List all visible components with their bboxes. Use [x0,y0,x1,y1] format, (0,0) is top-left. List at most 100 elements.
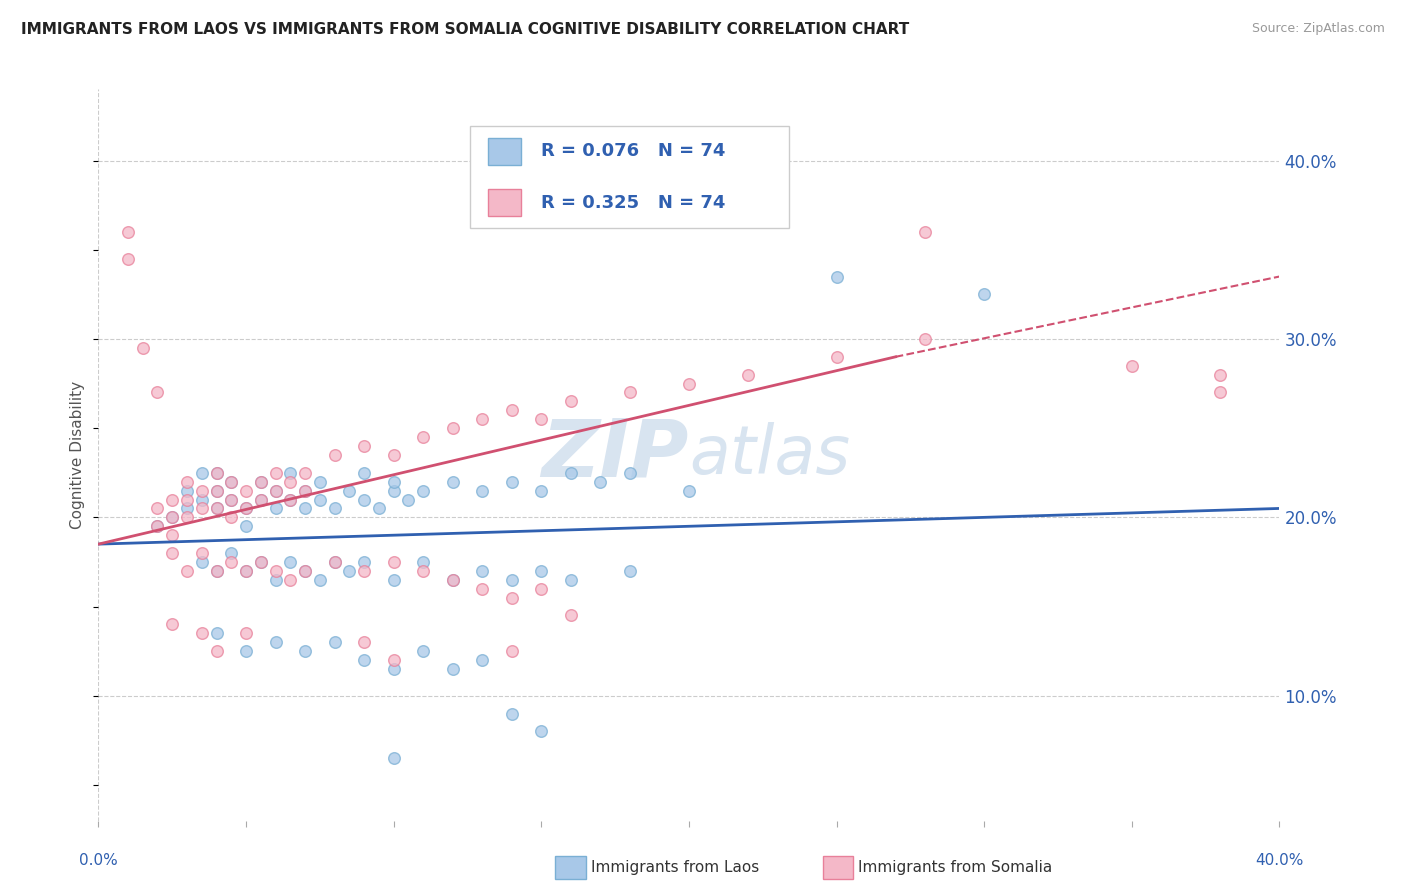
Point [589,475,612,489]
Point [825,269,848,284]
FancyBboxPatch shape [488,138,522,165]
Point [309,475,332,489]
Point [353,564,375,578]
Point [560,394,582,409]
Point [280,573,302,587]
Point [501,573,523,587]
Point [530,724,553,739]
Point [441,475,464,489]
Point [264,466,287,480]
Point [1209,385,1232,400]
Point [205,483,228,498]
Point [353,653,375,667]
Point [441,573,464,587]
Point [441,421,464,435]
FancyBboxPatch shape [471,126,789,228]
Text: Immigrants from Somalia: Immigrants from Somalia [858,860,1052,874]
Point [280,492,302,507]
Point [339,564,361,578]
Point [309,573,332,587]
Point [235,501,257,516]
Point [205,501,228,516]
Point [501,706,523,721]
Point [264,635,287,649]
Point [501,475,523,489]
Point [412,555,434,569]
Point [309,492,332,507]
Point [382,653,405,667]
Point [176,475,198,489]
Point [176,510,198,524]
Point [619,466,641,480]
Point [191,466,214,480]
Point [146,519,169,533]
Point [471,564,494,578]
Point [162,510,183,524]
Text: Source: ZipAtlas.com: Source: ZipAtlas.com [1251,22,1385,36]
Point [205,626,228,640]
Point [162,528,183,542]
Point [162,510,183,524]
Point [382,475,405,489]
Point [250,475,273,489]
Text: Immigrants from Laos: Immigrants from Laos [591,860,759,874]
Point [323,448,346,462]
Point [264,564,287,578]
Point [353,466,375,480]
Point [441,662,464,676]
Point [973,287,995,301]
Point [353,439,375,453]
Point [382,662,405,676]
Point [294,501,316,516]
Point [382,555,405,569]
Text: IMMIGRANTS FROM LAOS VS IMMIGRANTS FROM SOMALIA COGNITIVE DISABILITY CORRELATION: IMMIGRANTS FROM LAOS VS IMMIGRANTS FROM … [21,22,910,37]
Point [205,564,228,578]
Point [205,466,228,480]
Point [294,564,316,578]
Point [412,644,434,658]
Point [146,385,169,400]
Point [501,644,523,658]
Point [382,483,405,498]
Point [294,483,316,498]
Point [162,617,183,632]
Point [264,483,287,498]
Point [914,225,936,239]
Point [294,644,316,658]
Point [235,483,257,498]
Point [280,466,302,480]
Point [264,573,287,587]
Point [530,582,553,596]
Point [221,475,243,489]
Point [221,475,243,489]
Point [117,225,139,239]
Point [353,635,375,649]
Point [191,546,214,560]
Point [678,376,700,391]
Point [501,403,523,417]
Point [294,466,316,480]
Point [235,519,257,533]
Y-axis label: Cognitive Disability: Cognitive Disability [70,381,86,529]
Point [280,555,302,569]
Point [294,564,316,578]
Point [205,483,228,498]
Point [205,466,228,480]
Text: R = 0.325   N = 74: R = 0.325 N = 74 [541,194,725,211]
Point [205,644,228,658]
Text: ZIP: ZIP [541,416,689,494]
Point [191,483,214,498]
Point [205,501,228,516]
Point [250,555,273,569]
Point [339,483,361,498]
Point [471,483,494,498]
Point [323,555,346,569]
Point [382,573,405,587]
Text: 0.0%: 0.0% [79,853,118,868]
Point [235,644,257,658]
Point [280,475,302,489]
Text: atlas: atlas [689,422,851,488]
Point [530,564,553,578]
Point [176,501,198,516]
Point [825,350,848,364]
